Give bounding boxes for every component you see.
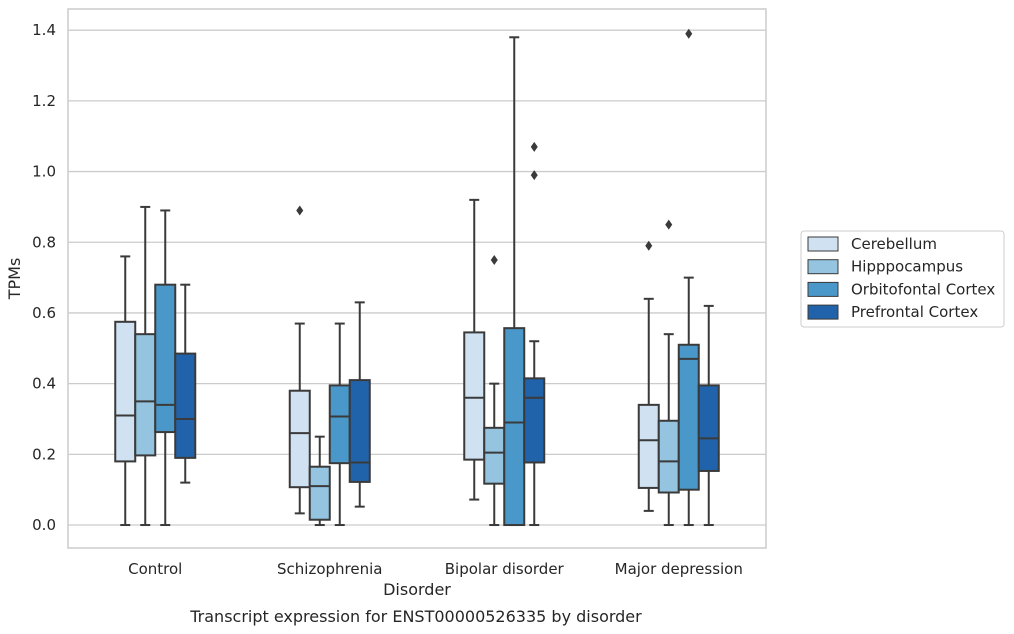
- outlier-point: [530, 170, 538, 181]
- box-body: [348, 379, 371, 483]
- x-tick-label: Schizophrenia: [277, 560, 382, 578]
- plot-area-frame: [67, 8, 767, 549]
- box-body: [463, 331, 486, 461]
- box-2-2: [503, 36, 526, 527]
- box-body: [637, 403, 660, 489]
- box-3-3: [697, 304, 720, 527]
- x-tick-label: Bipolar disorder: [445, 560, 565, 578]
- y-tick-label: 1.0: [32, 163, 56, 181]
- box-1-3: [657, 219, 680, 527]
- legend-swatch: [807, 304, 839, 320]
- box-body: [697, 384, 720, 472]
- legend-swatch: [807, 281, 839, 297]
- box-2-3: [677, 28, 700, 527]
- outlier-point: [490, 254, 498, 265]
- outlier-point: [530, 141, 538, 152]
- x-tick-label: Control: [128, 560, 182, 578]
- outlier-point: [665, 219, 673, 230]
- legend-swatch: [807, 236, 839, 252]
- box-body: [677, 343, 700, 491]
- legend-label: Cerebellum: [851, 235, 937, 253]
- y-tick-label: 1.4: [32, 21, 56, 39]
- box-0-3: [637, 240, 660, 512]
- box-body: [114, 320, 137, 463]
- y-tick-label: 0.8: [32, 233, 56, 251]
- box-3-2: [523, 141, 546, 527]
- chart-title: Transcript expression for ENST0000052633…: [189, 607, 642, 626]
- box-body: [174, 352, 197, 459]
- y-tick-label: 0.4: [32, 375, 56, 393]
- y-tick-label: 1.2: [32, 92, 56, 110]
- legend-label: Prefrontal Cortex: [851, 303, 978, 321]
- legend-swatch: [807, 259, 839, 275]
- box-body: [308, 465, 331, 521]
- box-body: [483, 426, 506, 485]
- x-axis-ticks: Control Schizophrenia Bipolar disorder Majo…: [128, 560, 743, 578]
- y-axis-label: TPMs: [5, 258, 24, 301]
- boxes: [114, 28, 720, 527]
- box-2-1: [328, 322, 351, 527]
- x-tick-label: Major depression: [615, 560, 743, 578]
- outlier-point: [645, 240, 653, 251]
- box-body: [328, 384, 351, 465]
- box-3-0: [174, 283, 197, 484]
- box-1-2: [483, 254, 506, 527]
- legend-label: Hipppocampus: [851, 258, 963, 276]
- legend-label: Orbitofontal Cortex: [851, 280, 995, 298]
- outlier-point: [685, 28, 693, 39]
- box-body: [523, 377, 546, 464]
- box-0-0: [114, 255, 137, 527]
- outlier-point: [296, 205, 304, 216]
- y-tick-label: 0.6: [32, 304, 56, 322]
- y-tick-label: 0.0: [32, 516, 56, 534]
- box-1-0: [134, 205, 157, 527]
- box-body: [288, 389, 311, 489]
- x-axis-label: Disorder: [383, 580, 451, 599]
- box-1-1: [308, 435, 331, 527]
- y-axis-ticks: 0.0 0.2 0.4 0.6 0.8 1.0 1.2 1.4: [32, 21, 56, 534]
- box-2-0: [154, 209, 177, 527]
- legend-frame: [800, 230, 1005, 328]
- box-0-2: [463, 198, 486, 501]
- box-body: [134, 333, 157, 457]
- y-tick-label: 0.2: [32, 445, 56, 463]
- box-body: [503, 327, 526, 527]
- box-body: [657, 419, 680, 494]
- legend: Cerebellum Hipppocampus Orbitofontal Corte…: [800, 230, 1005, 328]
- box-3-1: [348, 301, 371, 508]
- box-body: [154, 283, 177, 434]
- box-0-1: [288, 205, 311, 515]
